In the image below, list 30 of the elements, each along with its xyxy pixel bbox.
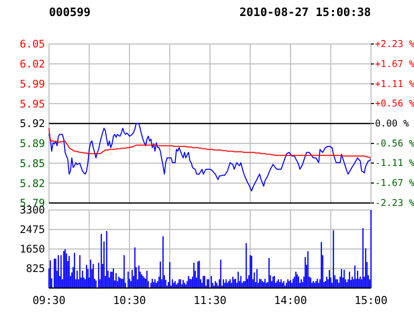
chart-title: 000599 [49,5,91,19]
line-series [48,123,372,192]
y2-tick-label: -2.23 % [375,198,414,210]
y2-tick-label: -1.67 % [375,178,414,190]
y2-tick-label: +1.67 % [375,58,414,70]
y-tick-label: 5.82 [20,178,45,190]
y-tick-label: 825 [26,263,45,276]
y2-tick-label: +0.56 % [375,98,414,110]
y-tick-label: 5.99 [20,78,45,90]
y-tick-label: 3300 [20,204,45,217]
y-tick-label: 5.89 [20,138,45,150]
y-tick-label: 6.05 [20,38,45,51]
y2-tick-label: -1.11 % [375,158,414,170]
x-tick-label: 11:30 [193,294,227,307]
y2-tick-label: 0.00 % [375,118,410,130]
y-tick-label: 5.92 [20,118,45,130]
x-tick-label: 14:00 [274,294,308,307]
x-tick-label: 10:30 [112,294,146,307]
y-tick-label: 5.85 [20,158,45,170]
chart-subtitle: 2010-08-27 15:00:38 [239,5,372,19]
line-series [48,128,372,158]
y2-tick-label: -0.56 % [375,138,414,150]
y-tick-label: 1650 [20,244,45,256]
y-tick-label: 2475 [20,224,45,236]
x-tick-label: 09:30 [32,294,66,307]
x-tick-label: 15:00 [354,294,388,307]
y-tick-label: 5.95 [20,98,45,110]
y2-tick-label: +2.23 % [375,39,414,50]
y-tick-label: 6.02 [20,58,45,71]
y2-tick-label: +1.11 % [375,78,414,90]
